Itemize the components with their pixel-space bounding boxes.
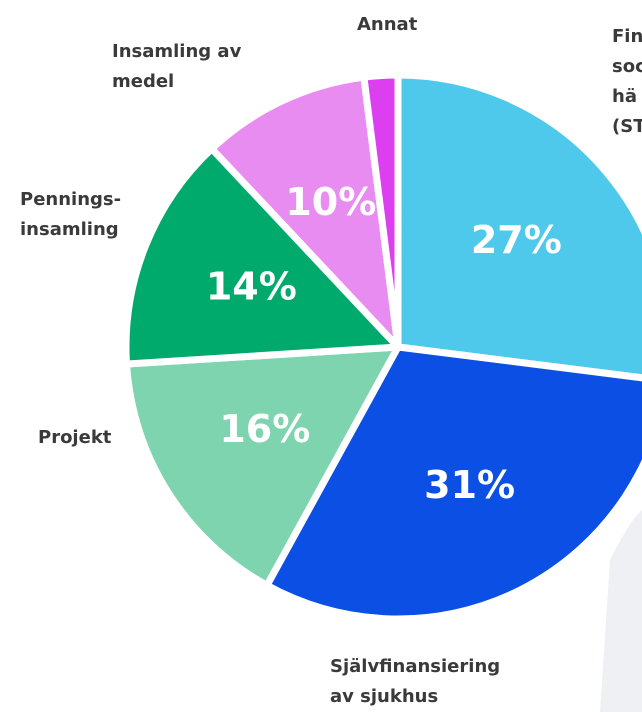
- page: 27% 31% 16% 14% 10% Fin soc hä (ST Självfinan…: [0, 0, 642, 712]
- category-label: Insamling av medel: [112, 37, 241, 97]
- category-label: Fin soc hä (ST: [612, 22, 642, 142]
- percent-label: 14%: [206, 264, 297, 308]
- percent-label: 16%: [219, 407, 310, 451]
- category-label: Pennings- insamling: [20, 185, 121, 245]
- category-label: Projekt: [38, 423, 111, 453]
- category-label: Annat: [357, 10, 417, 40]
- percent-label: 31%: [424, 463, 515, 507]
- percent-label: 10%: [285, 180, 376, 224]
- category-label: Självfinansiering av sjukhus: [330, 652, 500, 712]
- percent-label: 27%: [471, 218, 562, 262]
- background-photo: [600, 510, 642, 712]
- chart: 27% 31% 16% 14% 10%: [0, 0, 642, 712]
